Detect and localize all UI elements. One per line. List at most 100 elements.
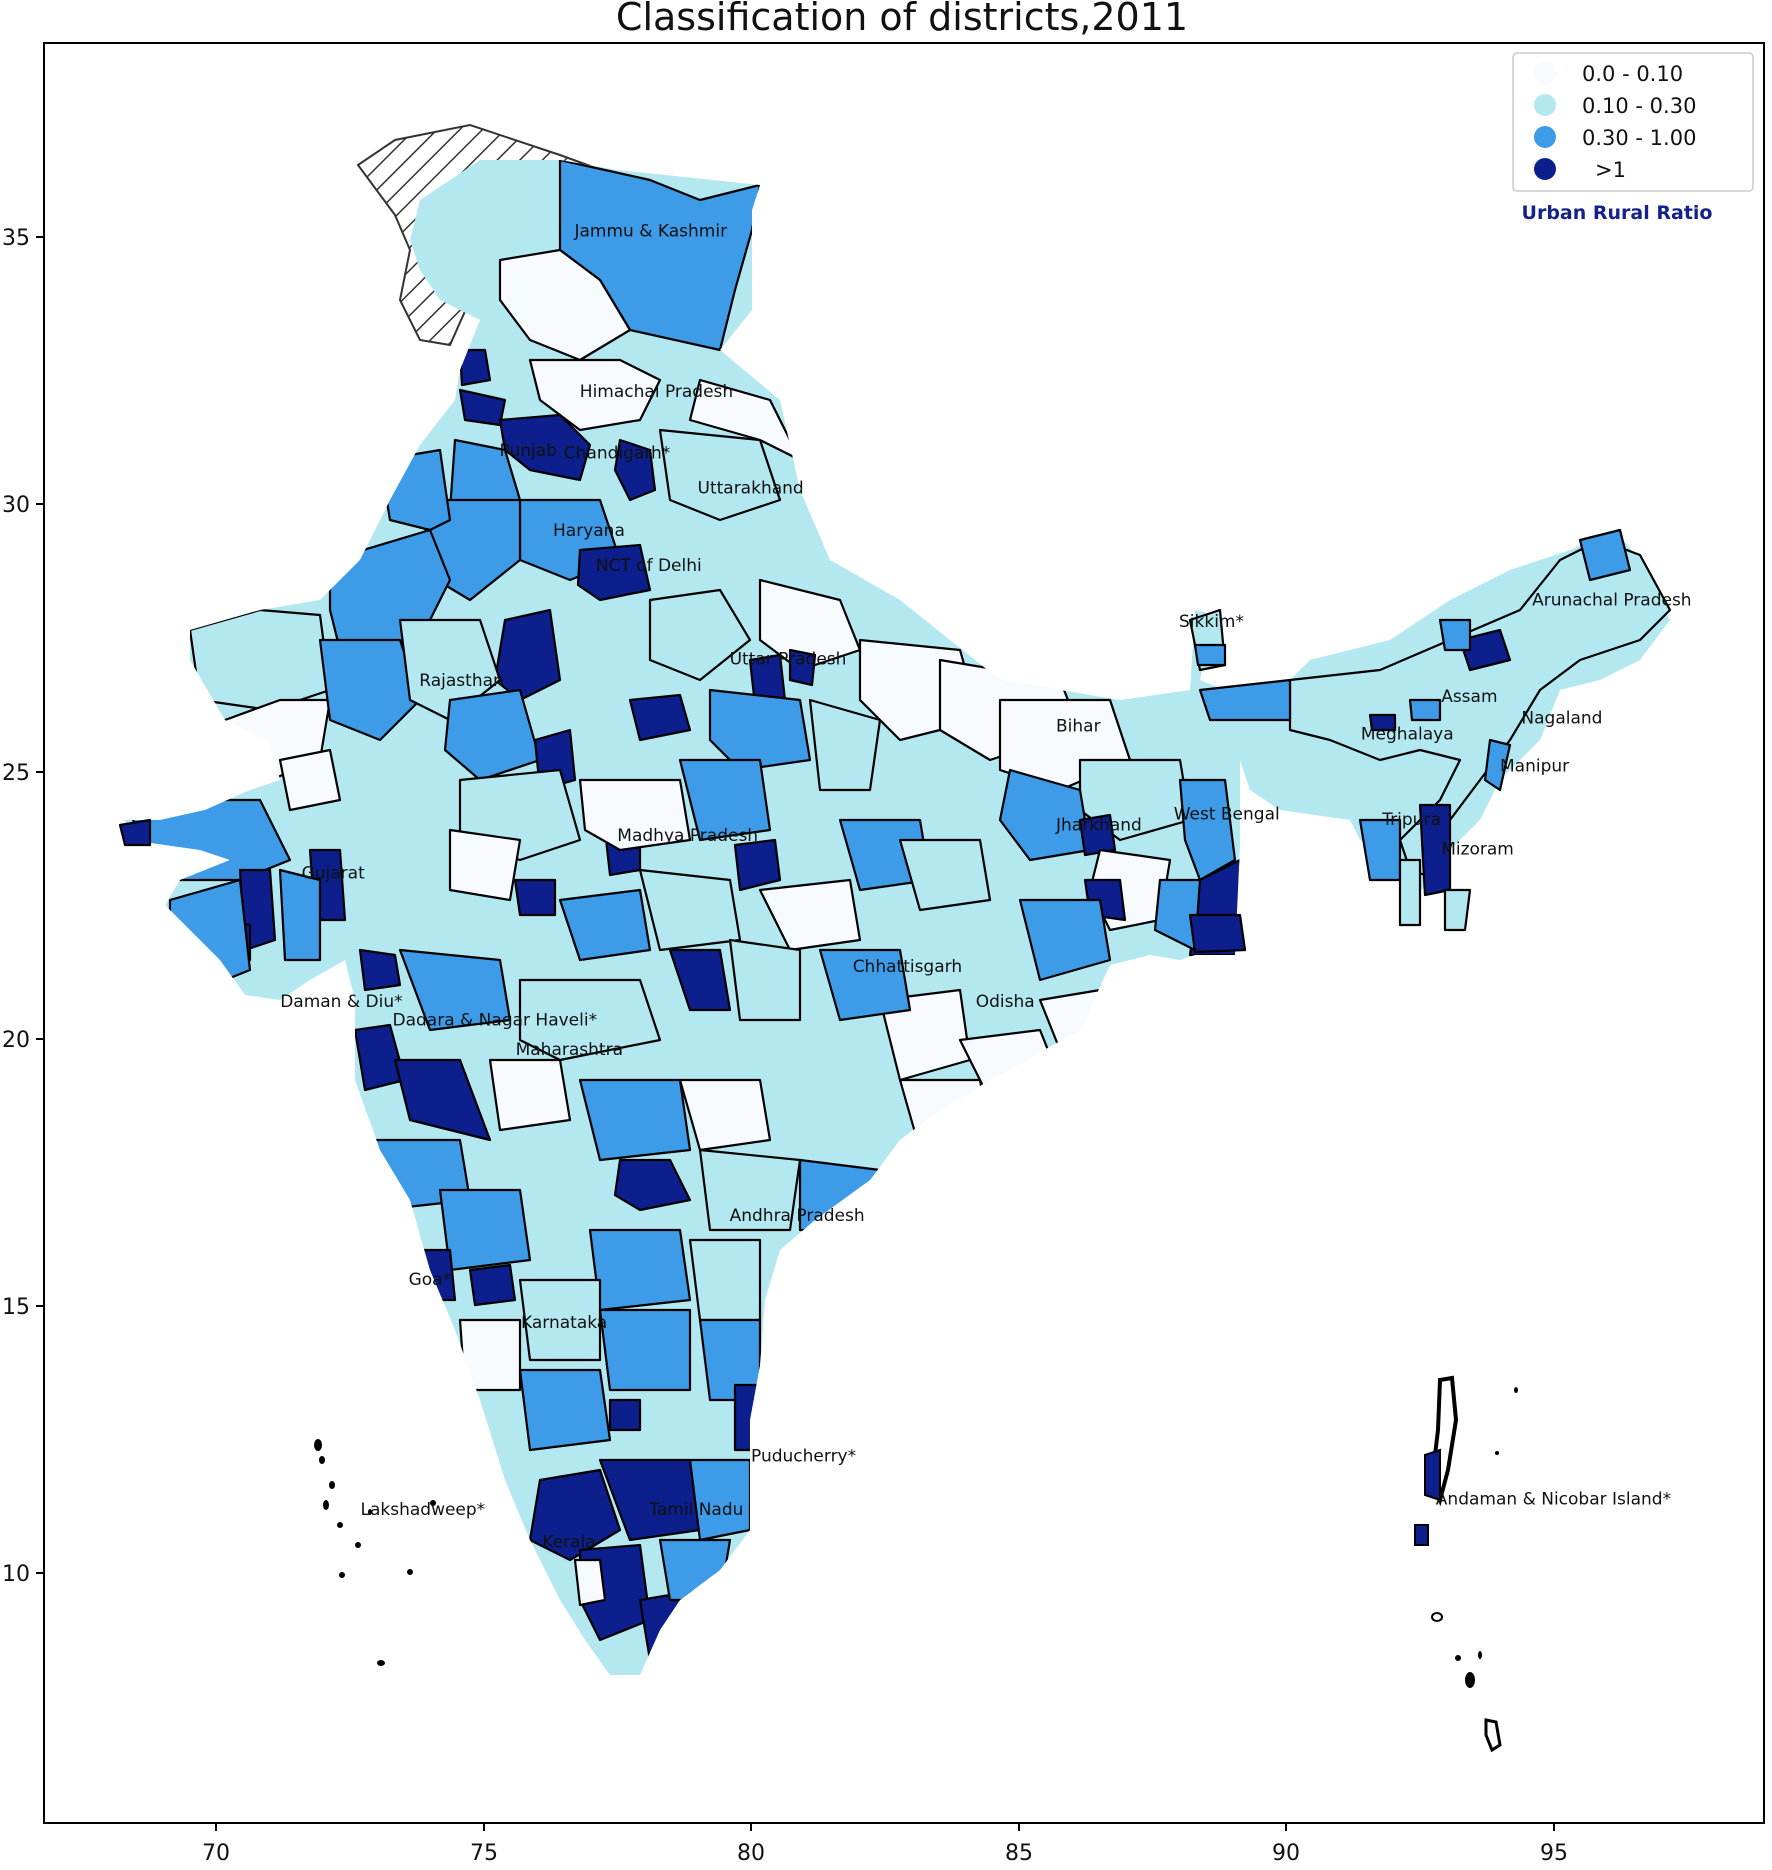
island <box>1414 1524 1429 1546</box>
district <box>438 1188 532 1272</box>
island <box>430 1500 436 1506</box>
state-label: Punjab <box>500 441 557 461</box>
district <box>1578 528 1632 582</box>
lakshadweep-islands <box>314 1439 436 1666</box>
district <box>488 1058 572 1132</box>
district <box>613 1158 692 1212</box>
x-tick-label: 85 <box>1005 1841 1033 1866</box>
district <box>678 758 772 842</box>
state-label: Gujarat <box>302 864 365 884</box>
district <box>1193 643 1227 667</box>
district <box>1368 713 1397 732</box>
island <box>355 1542 361 1548</box>
district <box>678 1078 772 1152</box>
district <box>588 1228 692 1312</box>
district <box>758 878 862 952</box>
district <box>518 1278 602 1362</box>
district <box>1178 778 1237 882</box>
state-label: Rajasthan <box>419 671 504 691</box>
district <box>578 778 692 852</box>
x-tick-label: 95 <box>1540 1841 1568 1866</box>
district <box>458 348 492 387</box>
state-label: Dadara & Nagar Haveli* <box>393 1011 598 1031</box>
district <box>688 1458 752 1542</box>
district <box>528 1468 622 1562</box>
legend-swatch <box>1534 158 1556 180</box>
island <box>1495 1451 1499 1455</box>
state-label: Uttarakhand <box>698 478 804 498</box>
district <box>898 838 992 912</box>
island <box>1484 1718 1502 1753</box>
island <box>407 1569 413 1575</box>
state-label: Himachal Pradesh <box>580 382 733 402</box>
state-label: Bihar <box>1056 716 1101 736</box>
legend-label: 0.10 - 0.30 <box>1582 94 1696 118</box>
district <box>1018 898 1112 982</box>
state-label: Mizoram <box>1441 839 1514 859</box>
state-label: Daman & Diu* <box>280 992 402 1012</box>
district <box>573 1558 607 1607</box>
x-axis: 70 75 80 85 90 95 <box>202 1823 1568 1866</box>
district <box>528 358 662 432</box>
andaman-nicobar-islands <box>1414 1375 1518 1753</box>
state-label: NCT of Delhi <box>596 556 702 576</box>
district <box>1443 888 1472 932</box>
district <box>1198 678 1292 722</box>
state-label: Uttar Pradesh <box>730 650 847 670</box>
district <box>628 693 692 742</box>
island <box>1424 1448 1441 1502</box>
district <box>1188 913 1247 954</box>
legend-label: 0.0 - 0.10 <box>1582 62 1683 86</box>
district <box>1398 858 1422 927</box>
district <box>1078 813 1117 857</box>
state-label: Sikkim* <box>1179 612 1244 632</box>
district <box>698 1148 802 1232</box>
state-label: Puducherry* <box>751 1447 856 1467</box>
y-tick-label: 20 <box>2 1028 30 1053</box>
state-label: Jharkhand <box>1055 815 1142 835</box>
y-tick-label: 10 <box>2 1562 30 1587</box>
x-tick-label: 80 <box>737 1841 765 1866</box>
state-label: Andhra Pradesh <box>730 1206 865 1226</box>
district <box>733 838 782 892</box>
district <box>513 878 557 917</box>
district <box>278 748 342 812</box>
state-label: West Bengal <box>1174 805 1280 825</box>
island <box>323 1500 329 1510</box>
y-tick-label: 35 <box>2 226 30 251</box>
district <box>688 378 802 462</box>
district <box>808 698 882 792</box>
legend-entries: 0.0 - 0.10 0.10 - 0.30 0.30 - 1.00 >1 <box>1534 62 1696 182</box>
island <box>329 1481 335 1489</box>
legend-box <box>1512 52 1754 192</box>
district <box>398 948 512 1032</box>
island <box>337 1522 343 1528</box>
state-label: Goa* <box>409 1270 452 1290</box>
district <box>576 543 652 602</box>
plot-frame <box>43 42 1765 1824</box>
district <box>518 978 662 1062</box>
y-tick-label: 25 <box>2 761 30 786</box>
district <box>1483 738 1512 792</box>
island <box>339 1572 345 1578</box>
district <box>758 578 862 672</box>
y-axis: 10 15 20 25 30 35 <box>2 226 44 1587</box>
district <box>393 1058 492 1142</box>
district <box>1458 628 1512 672</box>
district <box>468 1263 517 1307</box>
district <box>668 948 732 1012</box>
district <box>688 1238 762 1322</box>
district <box>498 248 632 362</box>
state-label: Madhya Pradesh <box>617 826 758 846</box>
district <box>1408 698 1442 722</box>
state-label: Maharashtra <box>516 1040 623 1060</box>
y-tick-label: 30 <box>2 493 30 518</box>
state-labels: Jammu & Kashmir Himachal Pradesh Punjab Cha… <box>280 222 1691 1553</box>
state-label: Tripura <box>1381 810 1441 830</box>
legend-note: Urban Rural Ratio <box>1522 202 1713 224</box>
state-label: Haryana <box>553 521 625 541</box>
state-label: Karnataka <box>521 1313 607 1333</box>
district <box>188 608 332 712</box>
island <box>314 1439 322 1451</box>
